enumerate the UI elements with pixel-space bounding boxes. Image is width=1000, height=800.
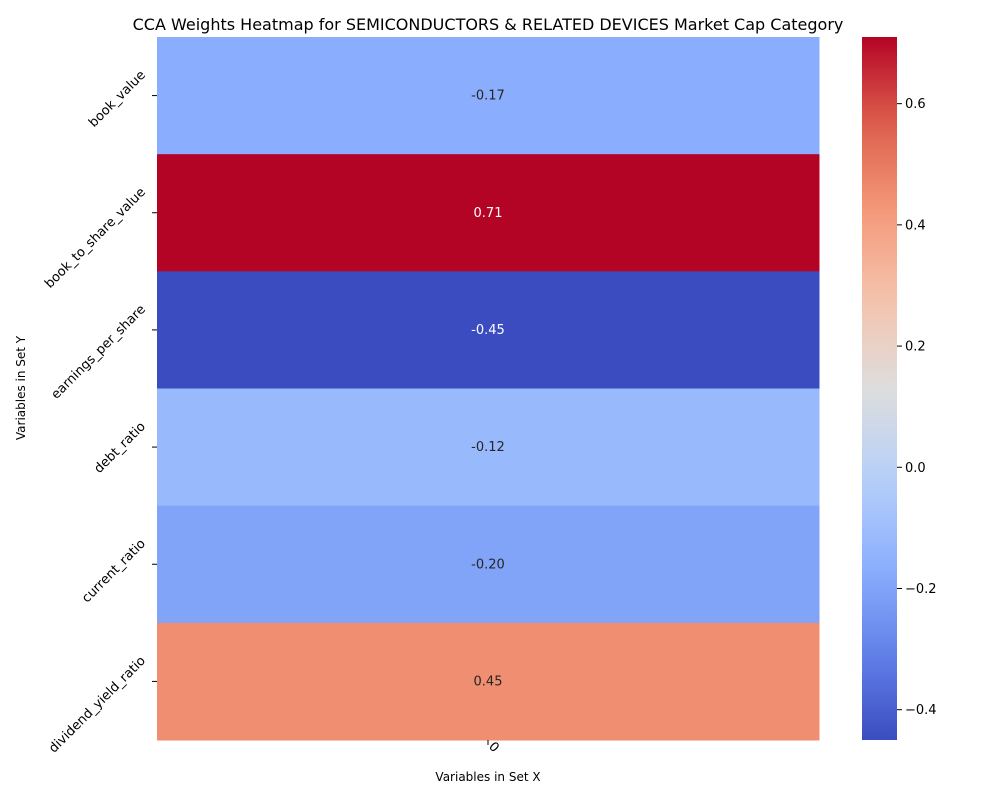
y-tick-label: earnings_per_share	[49, 302, 149, 402]
heatmap-cell	[157, 505, 820, 624]
cell-value-label: 0.45	[474, 674, 503, 689]
colorbar: −0.4 −0.2 0.0 0.2 0.4 0.6	[862, 37, 937, 740]
heatmap-cell	[157, 37, 820, 155]
heatmap-cell	[157, 154, 820, 272]
x-axis: 0	[485, 739, 501, 755]
colorbar-tick-label: 0.6	[905, 97, 926, 112]
y-tick-label: dividend_yield_ratio	[46, 654, 149, 757]
y-axis: book_value book_to_share_valueearnings_pe…	[42, 68, 157, 756]
y-tick-label: debt_ratio	[91, 419, 148, 476]
cell-value-label: 0.71	[474, 206, 503, 221]
colorbar-tick-label: 0.4	[905, 218, 926, 233]
colorbar-tick-label: 0.2	[905, 340, 926, 355]
y-tick-label: book_value	[86, 68, 149, 131]
colorbar-tick-label: −0.2	[905, 582, 937, 597]
chart-title: CCA Weights Heatmap for SEMICONDUCTORS &…	[133, 15, 844, 34]
cell-value-label: -0.17	[471, 89, 505, 104]
heatmap-cells: -0.17 0.71 -0.45 -0.12 -0.20 0.45	[157, 37, 820, 741]
cell-value-label: -0.45	[471, 323, 505, 338]
y-tick-label: book_to_share_value	[42, 185, 149, 292]
y-axis-label: Variables in Set Y	[14, 335, 28, 440]
x-axis-label: Variables in Set X	[435, 770, 540, 784]
heatmap-cell	[157, 622, 820, 741]
y-tick-label: current_ratio	[79, 536, 149, 606]
colorbar-tick-label: −0.4	[905, 703, 937, 718]
cell-value-label: -0.20	[471, 557, 505, 572]
heatmap-cell	[157, 271, 820, 389]
colorbar-tick-label: 0.0	[905, 461, 926, 476]
heatmap-cell	[157, 388, 820, 507]
cell-value-label: -0.12	[471, 440, 505, 455]
colorbar-gradient	[862, 37, 897, 740]
